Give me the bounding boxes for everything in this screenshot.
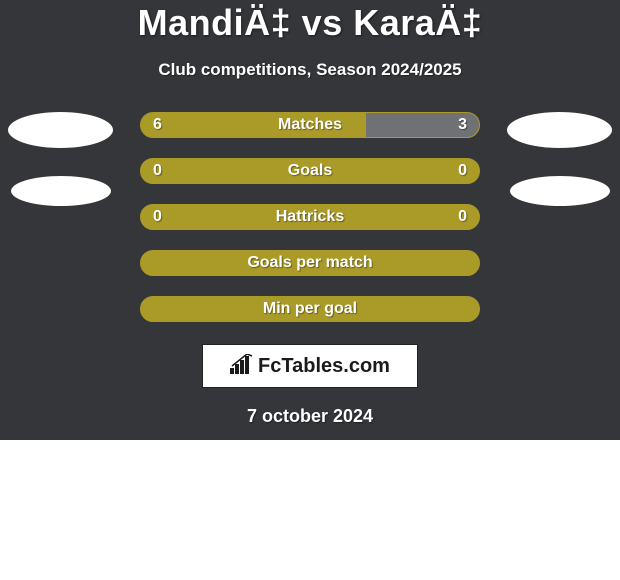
brand-text: FcTables.com <box>258 355 390 378</box>
flag-right-1 <box>507 112 612 148</box>
comparison-row: 6 Matches 3 0 Goals 0 0 Hattricks 0 Goals per mat… <box>0 112 620 322</box>
stat-bar: 6 Matches 3 <box>140 112 480 138</box>
stat-label: Goals <box>288 162 332 180</box>
comparison-panel: MandiÄ‡ vs KaraÄ‡ Club competitions, Sea… <box>0 0 620 440</box>
stat-value-right: 3 <box>458 116 467 134</box>
stat-label: Matches <box>278 116 342 134</box>
stat-value-left: 6 <box>153 116 162 134</box>
player-right-flags <box>507 112 612 206</box>
stat-bar: 0 Hattricks 0 <box>140 204 480 230</box>
stat-bar: 0 Goals 0 <box>140 158 480 184</box>
stat-value-left: 0 <box>153 208 162 226</box>
stat-bar: Min per goal <box>140 296 480 322</box>
page-title: MandiÄ‡ vs KaraÄ‡ <box>0 2 620 44</box>
stat-bar: Goals per match <box>140 250 480 276</box>
stat-label: Min per goal <box>263 300 357 318</box>
brand-badge[interactable]: FcTables.com <box>202 344 418 388</box>
stat-value-right: 0 <box>458 162 467 180</box>
page-subtitle: Club competitions, Season 2024/2025 <box>0 60 620 80</box>
stat-label: Goals per match <box>247 254 372 272</box>
flag-left-1 <box>8 112 113 148</box>
flag-right-2 <box>510 176 610 206</box>
date-label: 7 october 2024 <box>0 406 620 427</box>
player-left-flags <box>8 112 113 206</box>
flag-left-2 <box>11 176 111 206</box>
stat-value-right: 0 <box>458 208 467 226</box>
stat-label: Hattricks <box>276 208 344 226</box>
stat-bars: 6 Matches 3 0 Goals 0 0 Hattricks 0 Goals per mat… <box>140 112 480 322</box>
chart-icon <box>230 354 254 379</box>
stat-value-left: 0 <box>153 162 162 180</box>
